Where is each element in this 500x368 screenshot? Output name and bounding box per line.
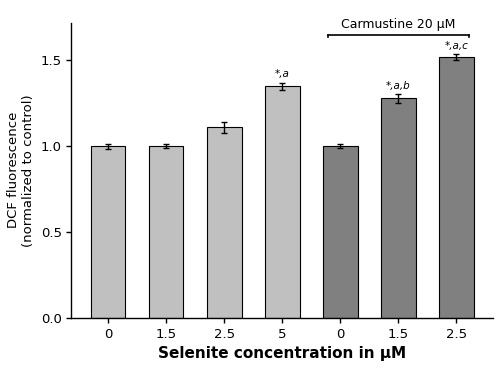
Bar bbox=[90, 146, 126, 318]
Bar bbox=[148, 146, 184, 318]
Text: Carmustine 20 μM: Carmustine 20 μM bbox=[341, 18, 456, 31]
Bar bbox=[265, 86, 300, 318]
Text: *,a,b: *,a,b bbox=[386, 81, 410, 91]
Bar bbox=[439, 57, 474, 318]
Bar bbox=[206, 127, 242, 318]
Bar bbox=[381, 98, 416, 318]
X-axis label: Selenite concentration in μM: Selenite concentration in μM bbox=[158, 346, 406, 361]
Text: *,a,c: *,a,c bbox=[444, 40, 468, 50]
Bar bbox=[323, 146, 358, 318]
Y-axis label: DCF fluorescence
(normalized to control): DCF fluorescence (normalized to control) bbox=[7, 94, 35, 247]
Text: *,a: *,a bbox=[275, 69, 289, 79]
